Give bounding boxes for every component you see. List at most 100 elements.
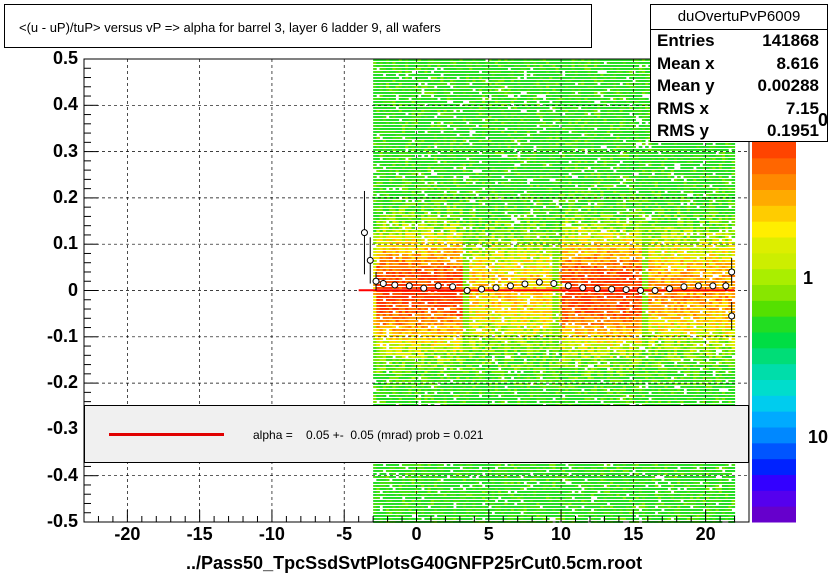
heatmap-cell [385,236,390,238]
heatmap-cell [385,269,390,271]
heatmap-cell [488,89,492,91]
heatmap-cell [408,77,412,79]
heatmap-cell [443,515,448,517]
heatmap-cell [472,137,476,139]
heatmap-cell [475,116,480,118]
heatmap-cell [478,119,483,121]
heatmap-cell [433,275,438,277]
heatmap-cell [443,329,448,331]
heatmap-cell [379,197,384,199]
heatmap-cell [430,341,435,343]
heatmap-cell [446,110,451,112]
heatmap-cell [456,401,460,403]
heatmap-cell [440,482,444,484]
heatmap-cell [417,464,422,466]
heatmap-cell [481,80,486,82]
heatmap-cell [382,398,387,400]
heatmap-cell [443,65,448,67]
heatmap-cell [465,404,470,406]
heatmap-cell [456,233,460,235]
heatmap-cell [446,482,451,484]
heatmap-cell [462,485,467,487]
heatmap-cell [405,161,409,163]
heatmap-cell [392,359,396,361]
heatmap-cell [395,494,400,496]
heatmap-cell [446,242,451,244]
heatmap-cell [392,317,396,319]
heatmap-cell [430,113,435,115]
heatmap-cell [430,209,435,211]
heatmap-cell [411,116,416,118]
heatmap-cell [430,491,435,493]
heatmap-cell [379,191,384,193]
heatmap-cell [453,491,457,493]
heatmap-cell [491,170,496,172]
heatmap-cell [430,245,435,247]
heatmap-cell [456,278,460,280]
heatmap-cell [488,395,492,397]
heatmap-cell [472,284,476,286]
heatmap-cell [373,191,377,193]
heatmap-cell [408,152,412,154]
heatmap-cell [478,512,483,514]
heatmap-cell [382,329,387,331]
heatmap-cell [376,170,380,172]
heatmap-cell [469,101,473,103]
heatmap-cell [398,260,403,262]
heatmap-cell [494,116,499,118]
heatmap-cell [465,323,470,325]
heatmap-cell [376,296,380,298]
heatmap-cell [462,287,467,289]
heatmap-cell [440,302,444,304]
heatmap-cell [405,239,409,241]
heatmap-cell [446,485,451,487]
heatmap-cell [491,347,496,349]
heatmap-cell [424,332,428,334]
heatmap-cell [488,254,492,256]
heatmap-cell [491,518,496,520]
heatmap-cell [488,221,492,223]
heatmap-cell [389,149,393,151]
heatmap-cell [417,179,422,181]
heatmap-cell [414,212,419,214]
heatmap-cell [462,77,467,79]
heatmap-cell [379,107,384,109]
heatmap-cell [462,473,467,475]
heatmap-cell [395,503,400,505]
heatmap-cell [385,71,390,73]
heatmap-cell [401,149,406,151]
heatmap-cell [379,299,384,301]
heatmap-cell [481,62,486,64]
heatmap-cell [379,329,384,331]
heatmap-cell [488,137,492,139]
heatmap-cell [437,332,441,334]
heatmap-cell [437,299,441,301]
heatmap-cell [414,326,419,328]
heatmap-cell [395,491,400,493]
heatmap-cell [462,368,467,370]
heatmap-cell [488,167,492,169]
heatmap-cell [481,326,486,328]
heatmap-cell [401,167,406,169]
heatmap-cell [401,389,406,391]
heatmap-cell [376,503,380,505]
heatmap-cell [433,311,438,313]
heatmap-cell [417,218,422,220]
heatmap-cell [488,59,492,61]
heatmap-cell [446,128,451,130]
heatmap-cell [437,506,441,508]
heatmap-cell [446,284,451,286]
heatmap-cell [478,254,483,256]
heatmap-cell [437,125,441,127]
heatmap-cell [478,269,483,271]
heatmap-cell [408,203,412,205]
heatmap-cell [379,110,384,112]
heatmap-cell [376,359,380,361]
heatmap-cell [405,329,409,331]
heatmap-cell [379,116,384,118]
heatmap-cell [398,374,403,376]
heatmap-cell [494,137,499,139]
heatmap-cell [376,245,380,247]
heatmap-cell [427,323,432,325]
heatmap-cell [469,194,473,196]
